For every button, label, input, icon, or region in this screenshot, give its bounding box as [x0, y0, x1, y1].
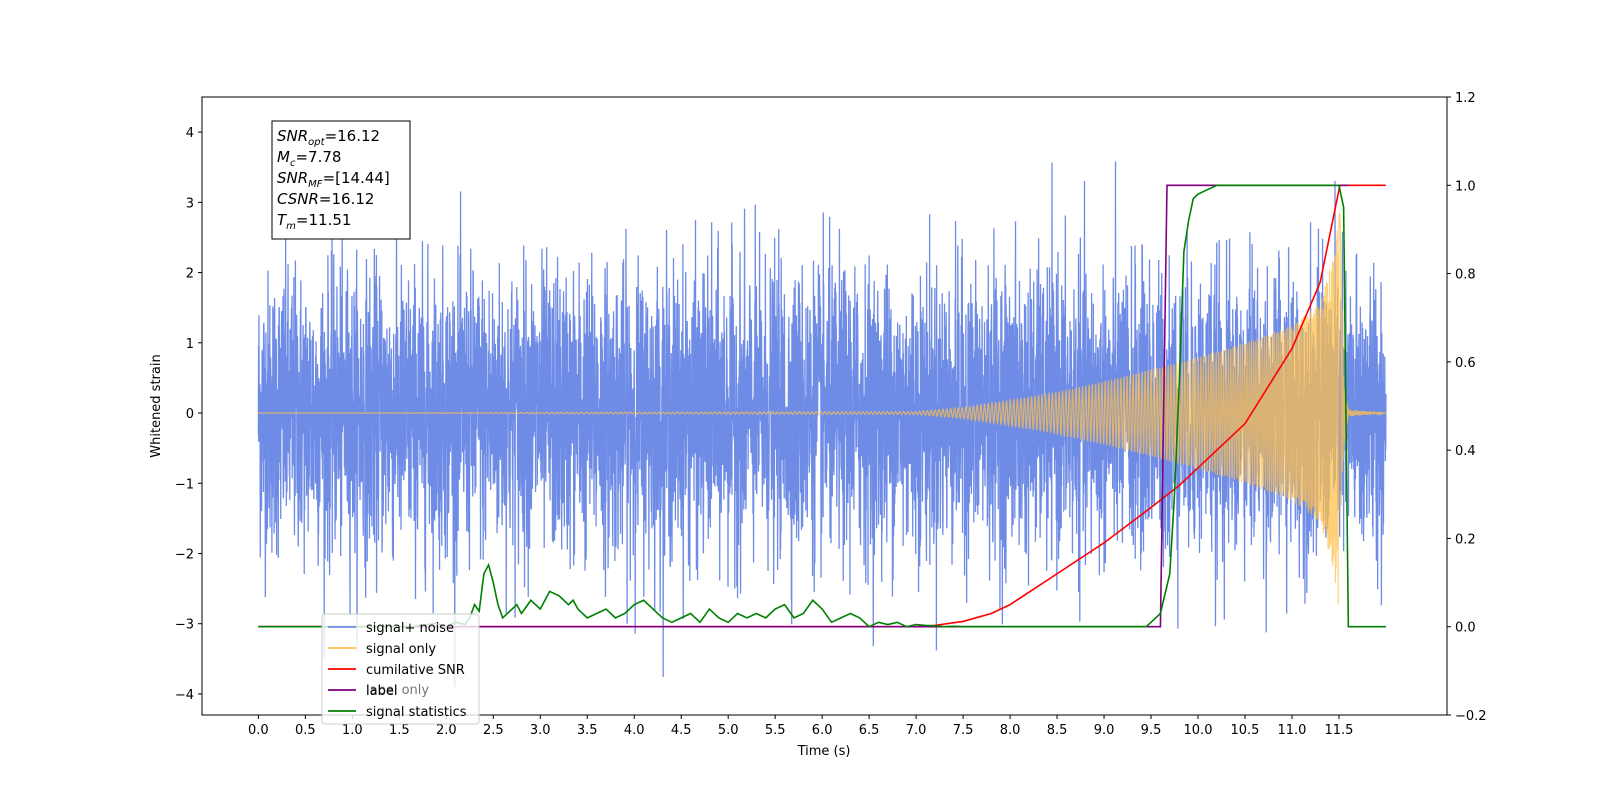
y-tick-label: 3 — [186, 196, 194, 211]
y-tick-label: 1 — [186, 337, 194, 352]
y2-tick-label: 0.0 — [1455, 621, 1476, 636]
annotation-box: SNRopt=16.12Mc=7.78SNRMF=[14.44]CSNR=16.… — [271, 120, 411, 240]
x-tick-label: 5.0 — [718, 723, 739, 738]
x-tick-label: 6.5 — [859, 723, 880, 738]
y2-tick-label: 0.6 — [1455, 356, 1476, 371]
annotation-line: Tm=11.51 — [277, 211, 351, 232]
x-tick-label: 8.0 — [1000, 723, 1021, 738]
y-tick-label: −3 — [175, 618, 194, 633]
x-tick-label: 9.0 — [1094, 723, 1115, 738]
x-tick-label: 3.5 — [577, 723, 598, 738]
y-axis-label: Whitened strain — [149, 354, 164, 457]
series-line-signal-only — [258, 212, 1386, 605]
y-tick-label: 4 — [186, 126, 194, 141]
y-tick-label: −4 — [175, 688, 194, 703]
y-tick-label: 0 — [186, 407, 194, 422]
x-axis-label: Time (s) — [797, 744, 851, 759]
y-axis-left: 4 3 2 1 0 −1 −2 −3 −4 — [175, 126, 202, 703]
y2-tick-label: 0.4 — [1455, 444, 1476, 459]
annotation-line: SNRMF=[14.44] — [277, 169, 390, 190]
x-tick-label: 7.5 — [953, 723, 974, 738]
legend: label only signal+ noise signal only cumil… — [321, 613, 480, 725]
annotation-line: Mc=7.78 — [277, 148, 341, 169]
annotation-line: CSNR=16.12 — [277, 190, 374, 208]
legend-label: signal statistics — [366, 705, 467, 720]
y-tick-label: −1 — [175, 477, 194, 492]
series-line-signal-statistics — [258, 184, 1386, 628]
x-tick-label: 1.0 — [342, 723, 363, 738]
x-tick-label: 0.5 — [295, 723, 316, 738]
series-layer — [257, 161, 1387, 687]
y2-tick-label: 0.2 — [1455, 532, 1476, 547]
x-tick-label: 4.0 — [624, 723, 645, 738]
x-tick-label: 0.0 — [248, 723, 269, 738]
annotation-line: SNRopt=16.12 — [277, 127, 380, 148]
y2-tick-label: 1.2 — [1455, 91, 1476, 106]
x-tick-label: 10.5 — [1231, 723, 1260, 738]
y-axis-right: 1.2 1.0 0.8 0.6 0.4 0.2 0.0 −0.2 — [1447, 91, 1487, 724]
x-tick-label: 4.5 — [671, 723, 692, 738]
series-line-cumilative-snr — [258, 184, 1386, 628]
x-tick-label: 6.0 — [812, 723, 833, 738]
legend-label: cumilative SNR — [366, 663, 465, 678]
legend-hidden-entry: label only — [366, 683, 429, 698]
x-tick-label: 11.0 — [1277, 723, 1306, 738]
legend-frame — [321, 613, 480, 725]
legend-label: signal only — [366, 642, 436, 657]
x-tick-label: 7.0 — [906, 723, 927, 738]
y2-tick-label: 1.0 — [1455, 179, 1476, 194]
x-tick-label: 1.5 — [389, 723, 410, 738]
x-tick-label: 10.0 — [1184, 723, 1213, 738]
y2-tick-label: −0.2 — [1455, 709, 1487, 724]
x-tick-label: 2.5 — [483, 723, 504, 738]
x-tick-label: 11.5 — [1324, 723, 1353, 738]
x-tick-label: 9.5 — [1141, 723, 1162, 738]
series-line-signal-noise — [257, 161, 1387, 687]
x-tick-label: 3.0 — [530, 723, 551, 738]
legend-label: signal+ noise — [366, 621, 454, 636]
x-tick-label: 2.0 — [436, 723, 457, 738]
y-tick-label: −2 — [175, 547, 194, 562]
plot-frame — [201, 96, 1448, 716]
legend-label: label — [366, 684, 397, 699]
x-tick-label: 8.5 — [1047, 723, 1068, 738]
x-axis: 0.0 0.5 1.0 1.5 2.0 2.5 3.0 3.5 4.0 4.5 5.0 5.5 6.0 6… — [248, 715, 1353, 738]
y2-tick-label: 0.8 — [1455, 268, 1476, 283]
y-tick-label: 2 — [186, 267, 194, 282]
x-tick-label: 5.5 — [765, 723, 786, 738]
